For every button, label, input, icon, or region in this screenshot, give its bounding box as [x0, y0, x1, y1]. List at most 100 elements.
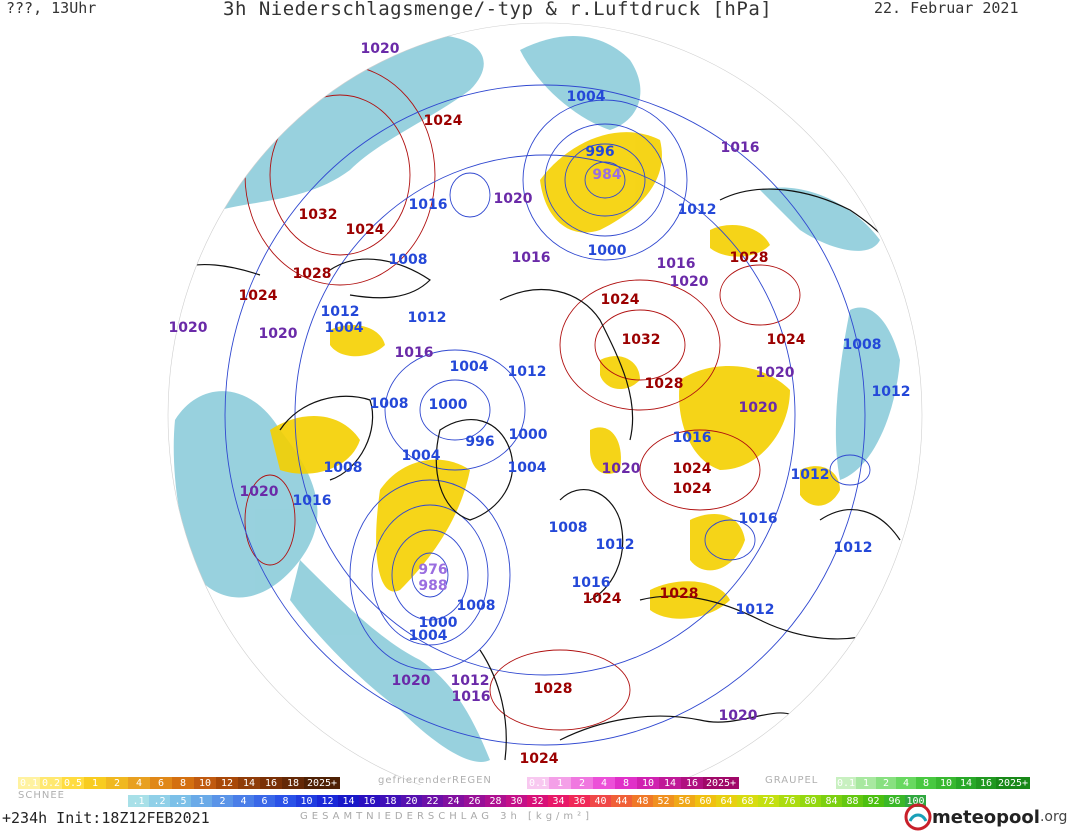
low-isobars [224, 84, 871, 746]
rain-legend-cell: 16 [260, 777, 282, 789]
rain-legend-cell: 2 [106, 777, 128, 789]
pressure-label: 996 [585, 144, 614, 160]
graupel-legend-cell: 1 [856, 777, 876, 789]
snow-legend-cell: 32 [527, 795, 548, 807]
snow-legend-label: SCHNEE [18, 790, 65, 801]
pressure-label: 1032 [299, 207, 338, 223]
pressure-label: 1000 [419, 615, 458, 631]
graupel-legend-cell: 2 [876, 777, 896, 789]
snow-legend-cell: 56 [674, 795, 695, 807]
pressure-label: 1012 [596, 537, 635, 553]
pressure-label: 1004 [325, 320, 364, 336]
meteopool-logo-icon [904, 803, 932, 831]
map-hemisphere [168, 23, 922, 785]
snow-legend-cell: 12 [317, 795, 338, 807]
pressure-label: 1020 [494, 191, 533, 207]
snow-fields [173, 34, 900, 762]
pressure-label: 1020 [670, 274, 709, 290]
pressure-label: 1012 [678, 202, 717, 218]
forecast-time-label: ???, 13Uhr [6, 0, 97, 17]
snow-legend-cell: 8 [275, 795, 296, 807]
pressure-label: 1020 [602, 461, 641, 477]
pressure-label: 1004 [567, 89, 606, 105]
freezing-legend-cell: 2025+ [703, 777, 739, 789]
snow-legend-cell: 20 [401, 795, 422, 807]
rain-legend-cell: 4 [128, 777, 150, 789]
snow-legend-cell: 48 [632, 795, 653, 807]
pressure-label: 1032 [622, 332, 661, 348]
pressure-label: 1024 [601, 292, 640, 308]
pressure-label: 976 [418, 562, 447, 578]
pressure-label: 1020 [756, 365, 795, 381]
pressure-label: 1024 [346, 222, 385, 238]
pressure-label: 1016 [673, 430, 712, 446]
graupel-legend-bar: 0.1 1 2 4 8 10 14 16 2025+ [836, 777, 1030, 789]
snow-legend-cell: .5 [170, 795, 191, 807]
precipitation-caption: GESAMTNIEDERSCHLAG 3h [kg/m²] [300, 811, 594, 822]
snow-legend-cell: 84 [821, 795, 842, 807]
pressure-label: 1020 [361, 41, 400, 57]
pressure-label: 1008 [843, 337, 882, 353]
pressure-label: 1028 [730, 250, 769, 266]
snow-legend-cell: 26 [464, 795, 485, 807]
snow-legend-bar: .1.2.5 1 2 4 6 8 10 12 14 16 18 20 22 24 26 28 30 32 34 36 4… [128, 795, 926, 807]
pressure-label: 1028 [293, 266, 332, 282]
rain-legend-cell: 8 [172, 777, 194, 789]
snow-legend-cell: 96 [884, 795, 905, 807]
snow-legend-cell: 34 [548, 795, 569, 807]
rain-legend-cell: 12 [216, 777, 238, 789]
pressure-label: 984 [592, 167, 621, 183]
freezing-legend-cell: 0.1 [527, 777, 549, 789]
pressure-label: 1024 [767, 332, 806, 348]
pressure-label: 1016 [721, 140, 760, 156]
graupel-legend-label: GRAUPEL [765, 775, 819, 786]
rain-legend-cell: 0.2 [40, 777, 62, 789]
snow-legend-cell: 52 [653, 795, 674, 807]
snow-legend-cell: 1 [191, 795, 212, 807]
snow-legend-cell: .1 [128, 795, 149, 807]
pressure-label: 1020 [392, 673, 431, 689]
pressure-label: 1016 [739, 511, 778, 527]
hemisphere-outline [167, 22, 923, 785]
snow-legend-cell: .2 [149, 795, 170, 807]
snow-legend-cell: 24 [443, 795, 464, 807]
pressure-label: 1008 [389, 252, 428, 268]
graupel-legend-cell: 10 [936, 777, 956, 789]
snow-legend-cell: 88 [842, 795, 863, 807]
graupel-legend-cell: 16 [976, 777, 996, 789]
freezing-legend-cell: 4 [593, 777, 615, 789]
pressure-label: 1012 [736, 602, 775, 618]
snow-legend-cell: 28 [485, 795, 506, 807]
brand-name: meteopool [932, 806, 1040, 828]
snow-legend-cell: 72 [758, 795, 779, 807]
pressure-label: 1016 [572, 575, 611, 591]
snow-legend-cell: 30 [506, 795, 527, 807]
map-title: 3h Niederschlagsmenge/-typ & r.Luftdruck… [223, 0, 773, 20]
pressure-label: 1012 [408, 310, 447, 326]
snow-legend-cell: 22 [422, 795, 443, 807]
pressure-label: 1024 [673, 481, 712, 497]
forecast-date: 22. Februar 2021 [874, 0, 1019, 17]
pressure-label: 1024 [583, 591, 622, 607]
graupel-legend-cell: 0.1 [836, 777, 856, 789]
pressure-label: 1012 [791, 467, 830, 483]
snow-legend-cell: 10 [296, 795, 317, 807]
pressure-label: 1028 [645, 376, 684, 392]
pressure-label: 1004 [409, 628, 448, 644]
model-run-info: +234h Init:18Z12FEB2021 [2, 809, 210, 827]
freezing-rain-legend-label: gefrierenderREGEN [378, 775, 492, 786]
snow-legend-cell: 68 [737, 795, 758, 807]
pressure-label: 1012 [834, 540, 873, 556]
pressure-label: 1020 [240, 484, 279, 500]
pressure-label: 1012 [508, 364, 547, 380]
rain-fields [270, 132, 840, 619]
pressure-label: 1008 [370, 396, 409, 412]
rain-legend-cell: 10 [194, 777, 216, 789]
pressure-label: 996 [465, 434, 494, 450]
snow-legend-cell: 64 [716, 795, 737, 807]
freezing-legend-cell: 10 [637, 777, 659, 789]
snow-legend-cell: 16 [359, 795, 380, 807]
pressure-label: 1024 [239, 288, 278, 304]
rain-legend-cell: 2025+ [304, 777, 340, 789]
